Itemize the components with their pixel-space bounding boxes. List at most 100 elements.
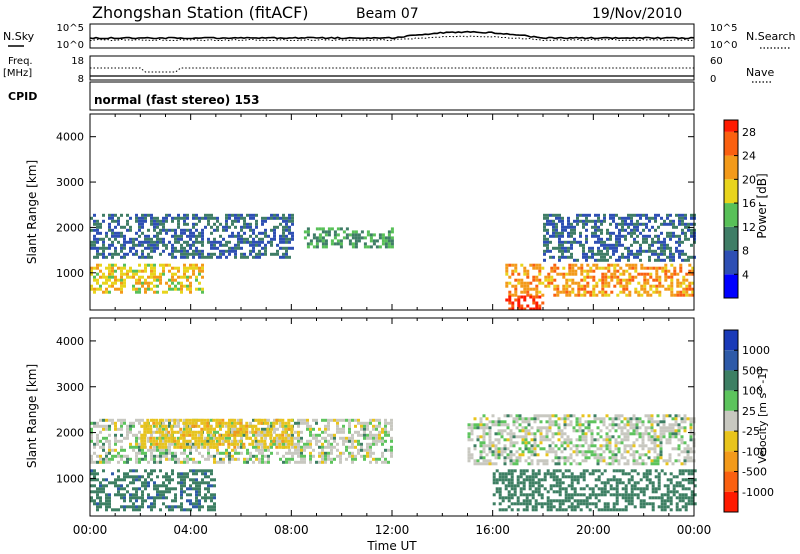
data-cell (665, 462, 669, 466)
data-cell (132, 252, 135, 256)
data-cell (669, 213, 672, 217)
data-cell (339, 451, 342, 455)
data-cell (512, 420, 516, 424)
data-cell (565, 272, 569, 276)
data-cell (248, 442, 252, 446)
data-cell (90, 460, 93, 464)
data-cell (129, 481, 132, 485)
data-cell (526, 275, 530, 279)
data-cell (503, 420, 507, 424)
data-cell (261, 460, 264, 464)
data-cell (171, 469, 174, 473)
data-cell (633, 225, 636, 229)
data-cell (162, 225, 165, 229)
data-cell (171, 478, 174, 482)
cpid-label: CPID (8, 90, 37, 103)
data-cell (558, 469, 562, 473)
data-cell (195, 246, 198, 250)
data-cell (297, 418, 300, 422)
data-cell (249, 454, 252, 458)
data-cell (192, 225, 195, 229)
data-cell (150, 216, 153, 220)
data-cell (264, 249, 267, 253)
data-cell (643, 287, 647, 291)
data-cell (663, 246, 666, 250)
data-cell (180, 502, 183, 506)
data-cell (195, 487, 198, 491)
data-cell (230, 442, 234, 446)
data-cell (102, 442, 105, 446)
data-cell (176, 439, 180, 443)
data-cell (482, 426, 486, 430)
data-cell (135, 290, 138, 294)
data-cell (634, 290, 638, 294)
data-cell (664, 269, 668, 273)
data-cell (144, 487, 147, 491)
data-cell (540, 478, 544, 482)
data-cell (366, 233, 370, 237)
data-cell (108, 266, 111, 270)
data-cell (129, 496, 132, 500)
data-cell (482, 462, 486, 466)
data-cell (507, 478, 511, 482)
data-cell (120, 487, 123, 491)
data-cell (585, 502, 589, 506)
data-cell (620, 429, 624, 433)
data-cell (529, 263, 533, 267)
data-cell (264, 216, 267, 220)
data-cell (339, 436, 342, 440)
data-cell (260, 430, 264, 434)
data-cell (561, 228, 564, 232)
data-cell (222, 457, 225, 461)
data-cell (162, 484, 165, 488)
data-cell (168, 263, 171, 267)
data-cell (378, 436, 381, 440)
power-x-axis (89, 114, 695, 310)
data-cell (105, 275, 108, 279)
data-cell (678, 493, 682, 497)
data-cell (198, 487, 201, 491)
data-cell (653, 432, 657, 436)
data-cell (198, 460, 201, 464)
data-cell (222, 460, 225, 464)
data-cell (619, 266, 623, 270)
data-cell (660, 508, 664, 512)
data-cell (632, 453, 636, 457)
data-cell (117, 278, 120, 282)
data-cell (527, 450, 531, 454)
data-cell (255, 234, 258, 238)
data-cell (576, 481, 580, 485)
data-cell (621, 493, 625, 497)
data-cell (201, 445, 204, 449)
data-cell (375, 418, 378, 422)
data-cell (185, 421, 189, 425)
data-cell (150, 454, 153, 458)
data-cell (180, 484, 183, 488)
data-cell (390, 421, 393, 425)
data-cell (592, 263, 596, 267)
data-cell (273, 418, 276, 422)
data-cell (330, 239, 334, 243)
data-cell (520, 307, 524, 311)
data-cell (234, 243, 237, 247)
data-cell (333, 418, 336, 422)
data-cell (354, 418, 357, 422)
data-cell (324, 460, 327, 464)
data-cell (165, 484, 168, 488)
data-cell (523, 281, 527, 285)
data-cell (584, 435, 588, 439)
data-cell (321, 245, 325, 249)
data-cell (522, 508, 526, 512)
data-cell (677, 414, 681, 418)
data-cell (93, 451, 96, 455)
data-cell (530, 438, 534, 442)
data-cell (570, 481, 574, 485)
data-cell (494, 447, 498, 451)
data-cell (327, 457, 330, 461)
data-cell (523, 266, 527, 270)
data-cell (318, 451, 321, 455)
data-cell (470, 423, 474, 427)
data-cell (551, 447, 555, 451)
data-cell (608, 444, 612, 448)
data-cell (664, 287, 668, 291)
